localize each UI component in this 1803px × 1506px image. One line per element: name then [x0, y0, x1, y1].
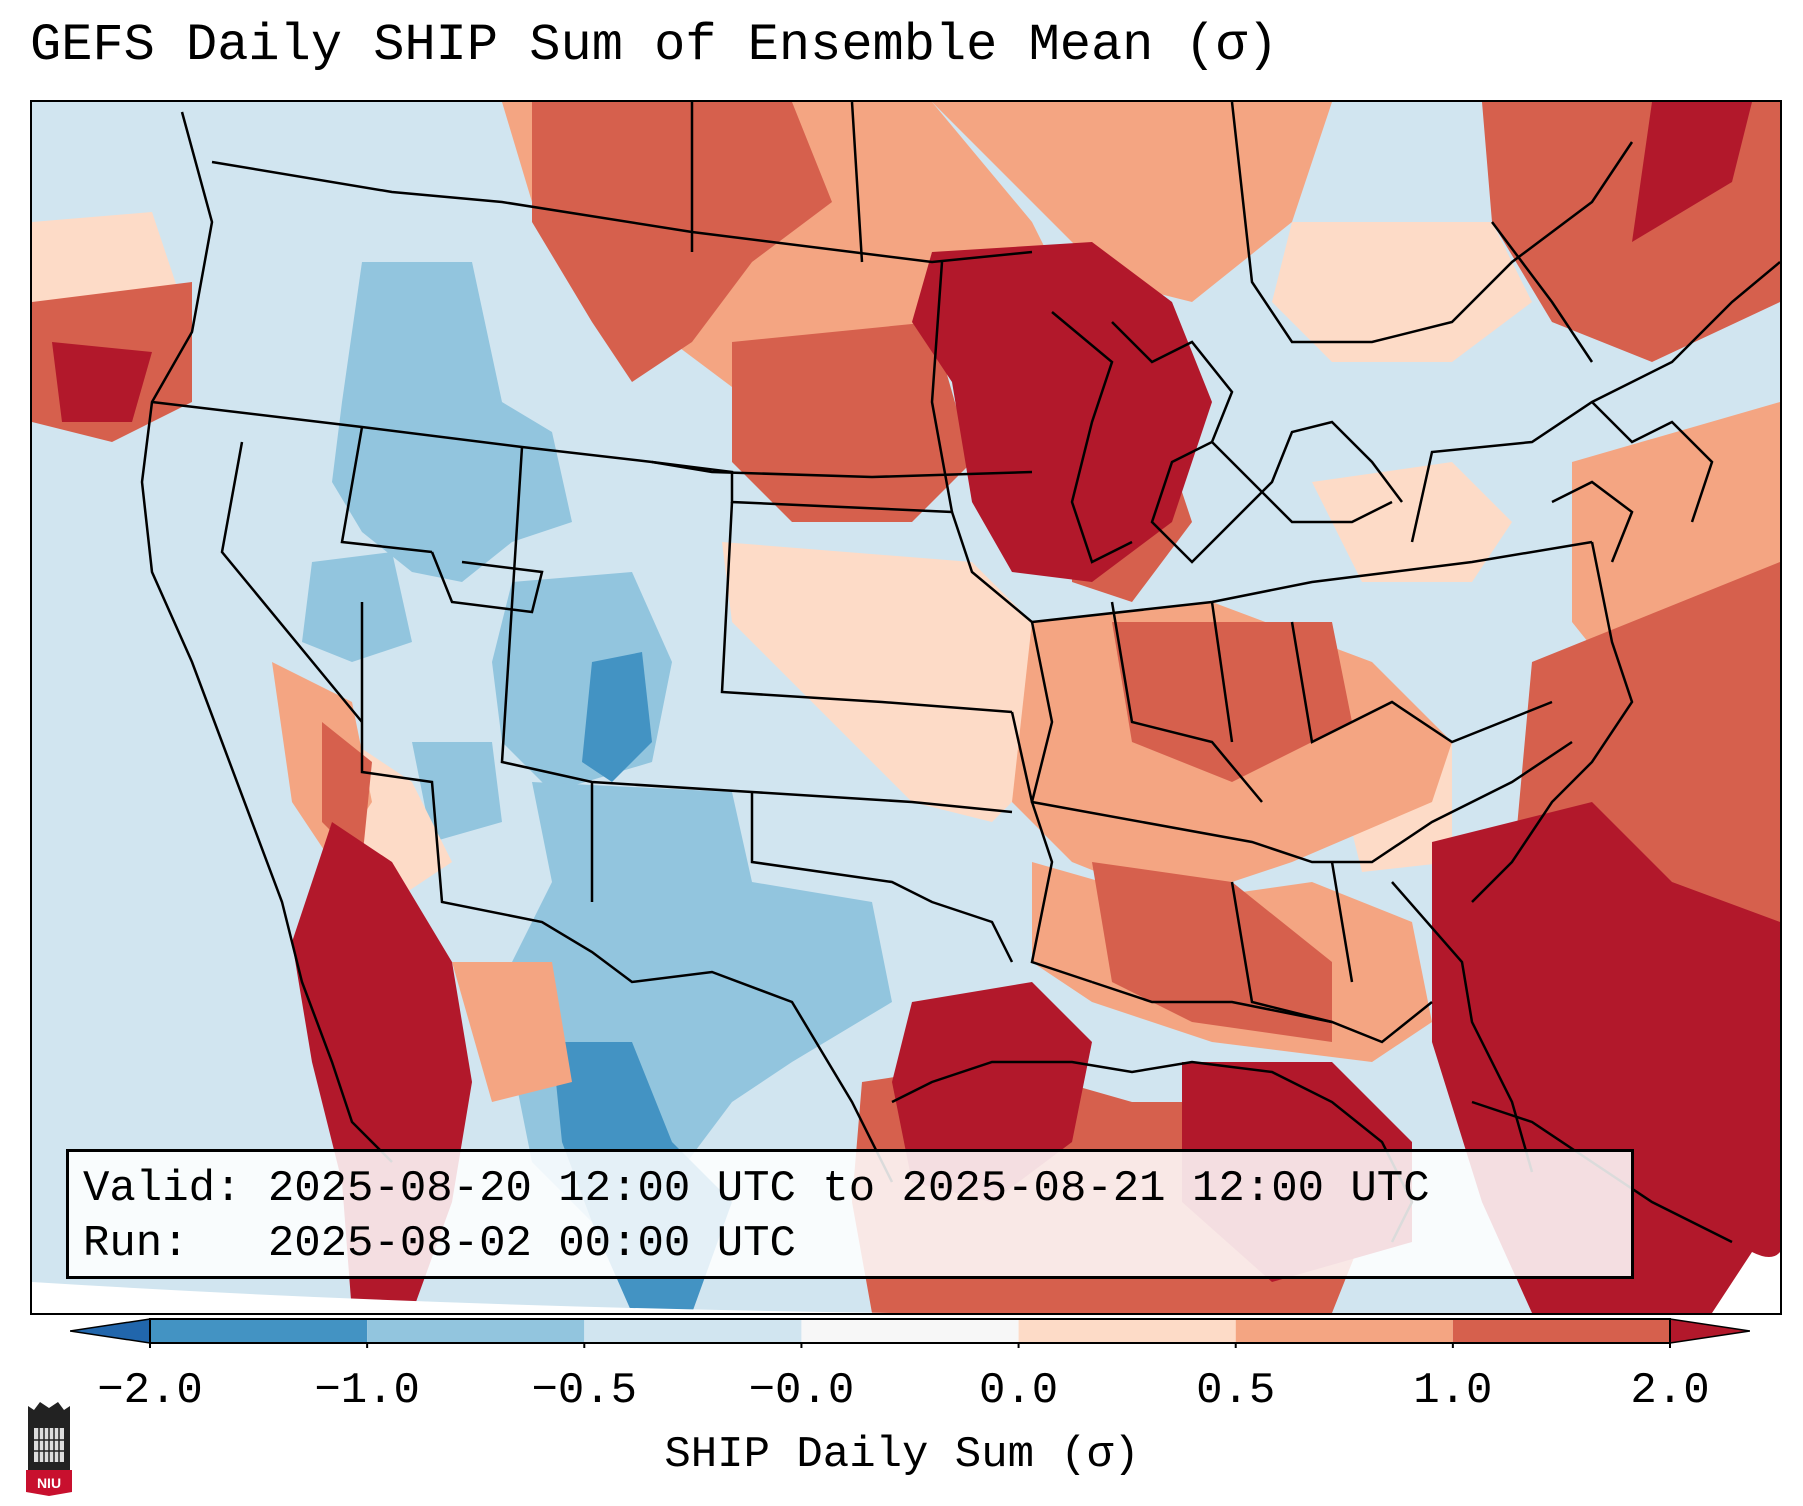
colorbar-segment [584, 1319, 802, 1343]
colorbar-extend-high [1669, 1318, 1750, 1344]
colorbar-tick-label: −1.0 [314, 1366, 420, 1416]
colorbar-segment [150, 1319, 368, 1343]
colorbar-label: SHIP Daily Sum (σ) [664, 1430, 1140, 1480]
run-time-text: Run: 2025-08-02 00:00 UTC [83, 1219, 796, 1269]
colorbar-segment [801, 1319, 1019, 1343]
colorbar-frame [149, 1318, 1671, 1344]
colorbar-extend-low [70, 1318, 151, 1344]
colorbar [70, 1318, 1750, 1348]
colorbar-segment [1452, 1319, 1670, 1343]
colorbar-segment [1018, 1319, 1236, 1343]
political-boundaries [140, 102, 1780, 1244]
colorbar-tick-label: −0.5 [531, 1366, 638, 1416]
map-panel [30, 100, 1782, 1315]
colorbar-tick-label: 0.0 [978, 1366, 1059, 1416]
anomaly-map [32, 102, 1780, 1313]
niu-tower-icon: NIU [26, 1402, 72, 1496]
valid-time-text: Valid: 2025-08-20 12:00 UTC to 2025-08-2… [83, 1164, 1430, 1214]
colorbar-segment [1235, 1319, 1453, 1343]
map-title: GEFS Daily SHIP Sum of Ensemble Mean (σ) [30, 16, 1279, 75]
colorbar-tick-label: −2.0 [97, 1366, 203, 1416]
niu-logo-text: NIU [37, 1475, 61, 1491]
colorbar-tick-label: 0.5 [1196, 1366, 1276, 1416]
colorbar-segment [367, 1319, 585, 1343]
colorbar-tick-label: 2.0 [1630, 1366, 1710, 1416]
colorbar-tick-label: 1.0 [1413, 1366, 1493, 1416]
colorbar-tick-label: −0.0 [748, 1366, 855, 1416]
valid-run-info-box: Valid: 2025-08-20 12:00 UTC to 2025-08-2… [66, 1149, 1634, 1279]
